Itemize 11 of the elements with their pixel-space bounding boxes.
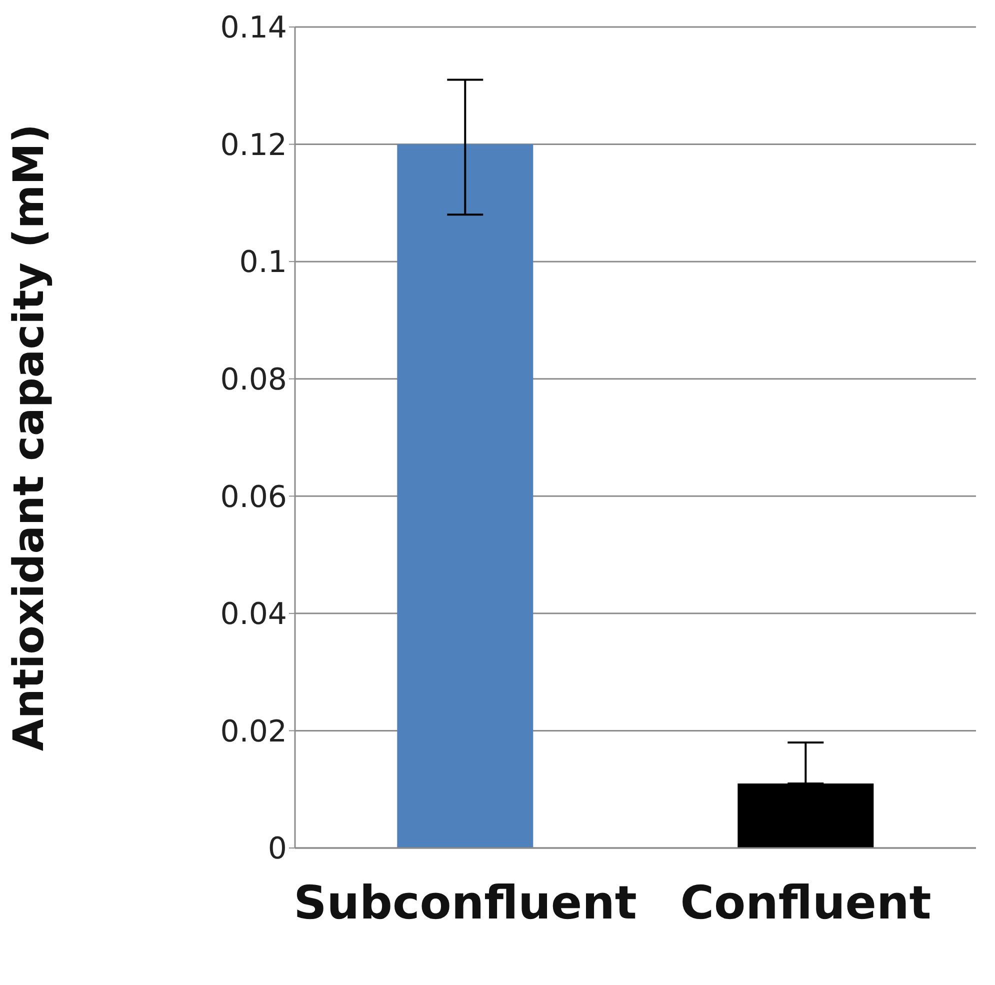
y-tick-label: 0.1 <box>239 245 287 280</box>
y-axis-title: Antioxidant capacity (mM) <box>4 124 53 752</box>
x-tick-label: Confluent <box>680 876 932 930</box>
y-tick-label: 0.12 <box>220 128 287 163</box>
y-tick-label: 0.04 <box>220 597 287 632</box>
y-tick-label: 0.14 <box>220 10 287 46</box>
x-tick-label: Subconfluent <box>294 876 637 930</box>
y-tick-label: 0 <box>268 832 287 867</box>
y-tick-label: 0.08 <box>220 362 287 398</box>
y-tick-label: 0.06 <box>220 480 287 515</box>
y-tick-label: 0.02 <box>220 714 287 750</box>
